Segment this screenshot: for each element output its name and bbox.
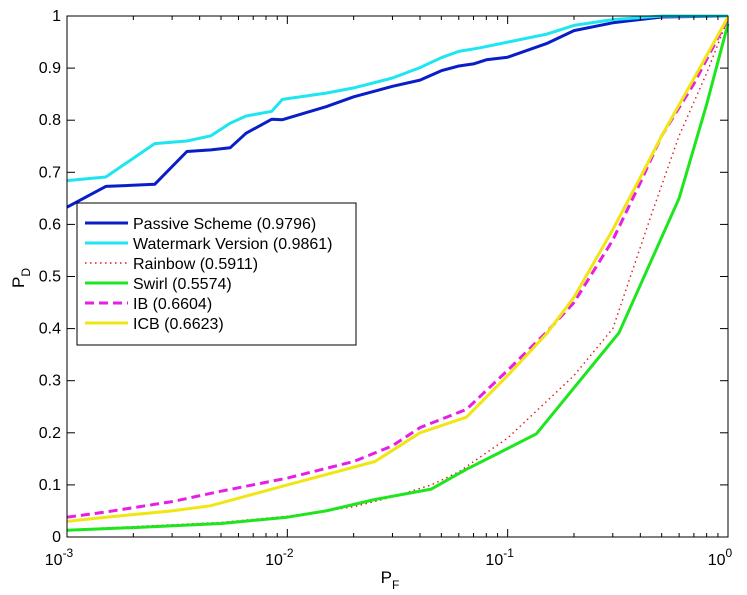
legend-label-3: Rainbow (0.5911) [133, 256, 258, 273]
y-tick-label: 1 [52, 8, 61, 25]
y-tick-label: 0.7 [39, 164, 61, 181]
y-tick-label: 0.1 [39, 477, 61, 494]
x-tick-label-base: 10 [485, 552, 503, 569]
legend-label-1: Passive Scheme (0.9796) [133, 216, 316, 233]
y-tick-label: 0.4 [39, 321, 61, 338]
x-axis-label-subscript: F [392, 578, 399, 592]
legend-label-6: ICB (0.6623) [133, 316, 224, 333]
y-axis-label-subscript: D [19, 268, 33, 277]
y-axis-label-main: P [9, 277, 28, 288]
y-tick-label: 0.8 [39, 112, 61, 129]
x-tick-label-base: 10 [265, 552, 283, 569]
x-axis-label: PF [381, 568, 400, 592]
svg-text:PD: PD [9, 268, 33, 288]
y-tick-label: 0.3 [39, 373, 61, 390]
x-tick-label-exponent: -1 [503, 546, 514, 560]
x-tick-label: 10-1 [485, 546, 514, 569]
x-tick-label: 10-3 [45, 546, 74, 569]
y-tick-label: 0.5 [39, 269, 61, 286]
x-tick-label-exponent: -3 [63, 546, 74, 560]
y-tick-label: 0.6 [39, 216, 61, 233]
x-tick-label: 10-2 [265, 546, 294, 569]
legend: Passive Scheme (0.9796) Watermark Version… [76, 202, 357, 346]
y-axis-label: PD [9, 268, 33, 288]
series-line-5 [66, 17, 730, 519]
series-line-4 [66, 23, 730, 532]
x-tick-label: 100 [708, 546, 733, 569]
legend-label-4: Swirl (0.5574) [133, 276, 232, 293]
x-tick-label-base: 10 [708, 552, 726, 569]
legend-label-5: IB (0.6604) [133, 296, 212, 313]
x-tick-label-exponent: -2 [283, 546, 294, 560]
legend-label-2: Watermark Version (0.9861) [133, 236, 332, 253]
series-line-6 [66, 16, 730, 523]
legend-box [76, 202, 357, 346]
x-axis-label-main: P [381, 568, 392, 587]
series-line-1 [66, 14, 729, 209]
series-layer [66, 14, 730, 532]
x-axis-ticks: 10-3 10-2 10-1 100 [45, 16, 733, 569]
series-line-2 [66, 14, 728, 183]
y-axis-ticks: 0 0.1 0.2 0.3 0.4 0.5 0.6 0.7 0.8 0.9 1 [39, 8, 728, 546]
y-tick-label: 0 [52, 529, 61, 546]
y-tick-label: 0.2 [39, 425, 61, 442]
svg-text:PF: PF [381, 568, 400, 592]
y-tick-label: 0.9 [39, 60, 61, 77]
x-tick-label-base: 10 [45, 552, 63, 569]
x-tick-label-exponent: 0 [726, 546, 733, 560]
